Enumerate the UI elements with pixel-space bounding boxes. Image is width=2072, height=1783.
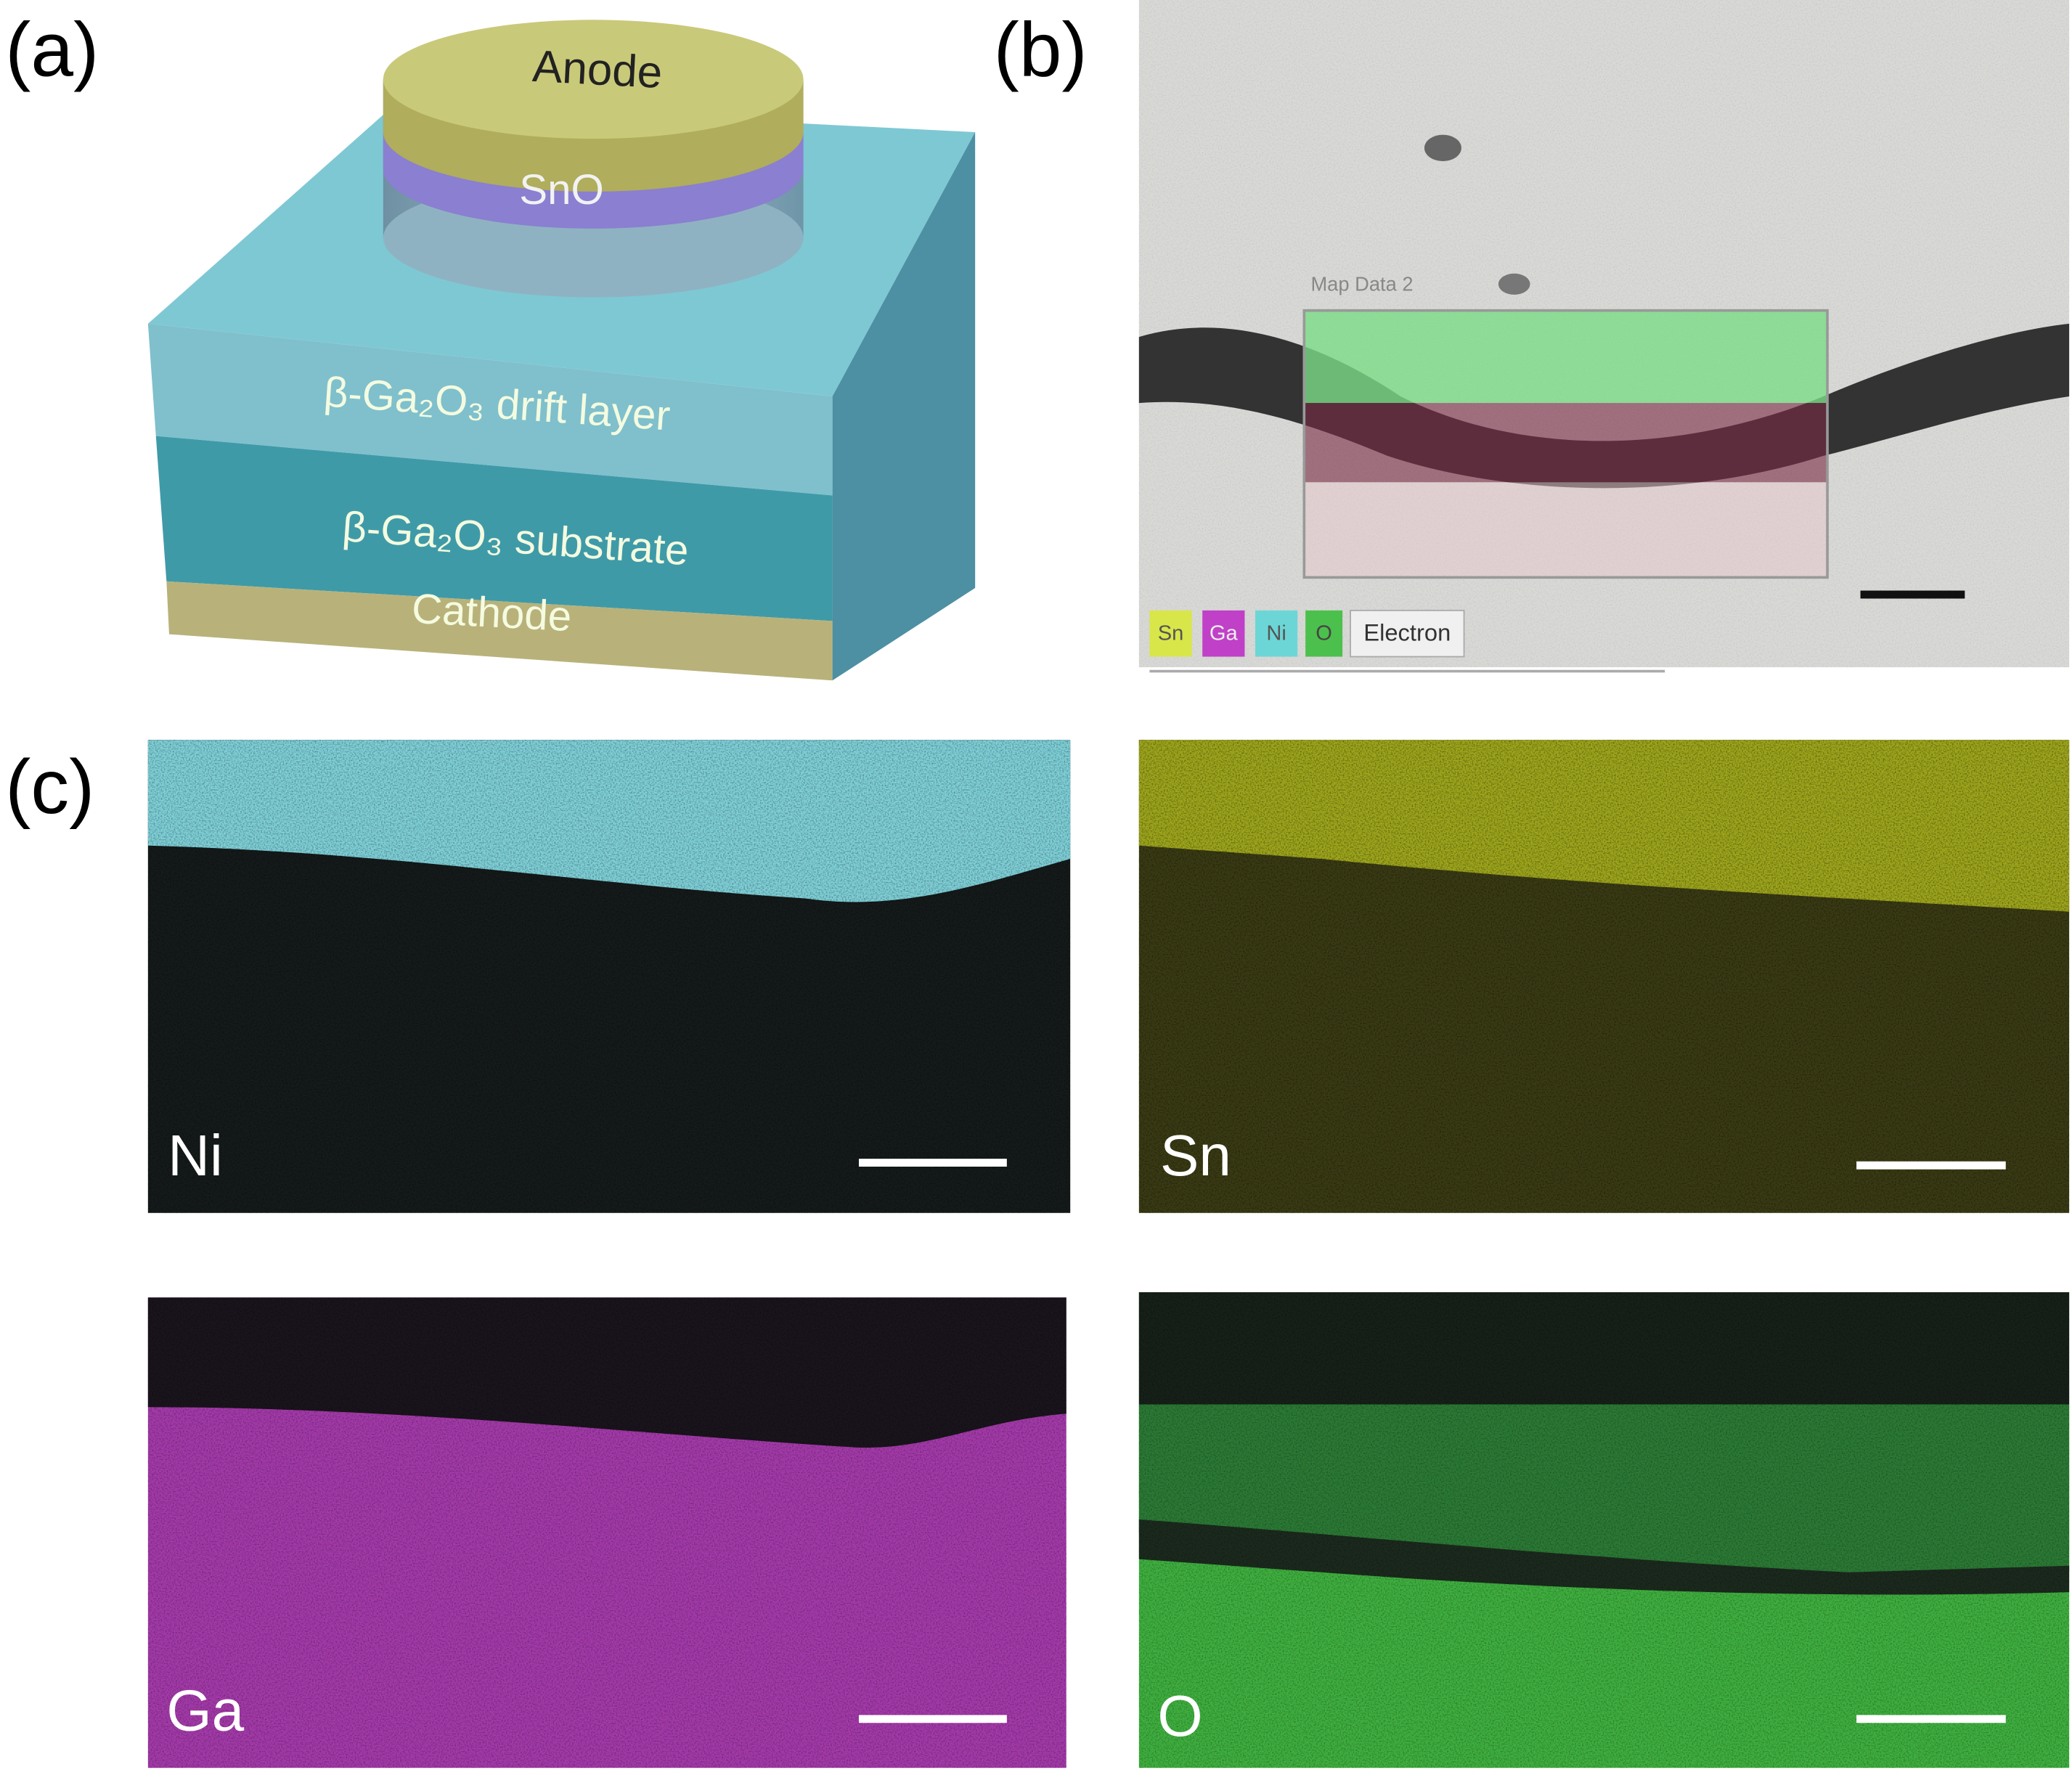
cathode-label: Cathode (411, 585, 573, 640)
map-label: Sn (1160, 1123, 1231, 1188)
legend-entry: Sn (1158, 621, 1184, 645)
map-overlay-ga (1304, 403, 1828, 483)
anode-label: Anode (531, 41, 664, 98)
map-texture (1138, 740, 2070, 1213)
legend-swatch (1202, 610, 1245, 657)
legend-swatch (1255, 610, 1298, 657)
substrate-layer (155, 436, 833, 621)
legend-swatch (1305, 610, 1343, 657)
panel-label: (c) (5, 744, 94, 830)
box-side (832, 132, 976, 681)
map-overlay-lower (1304, 482, 1828, 578)
anode-top (383, 20, 804, 139)
sem-defect (1424, 134, 1461, 162)
map-label: Ni (168, 1123, 223, 1188)
drift-layer (147, 323, 833, 496)
map-overlay-o (1304, 310, 1828, 404)
legend-entry: Ga (1210, 621, 1239, 645)
panel-label: (a) (5, 7, 99, 92)
legend-entry: O (1316, 621, 1332, 645)
map-title: Map Data 2 (1310, 272, 1413, 295)
map-frame (1302, 309, 1829, 579)
map-texture (147, 740, 1071, 1213)
map-texture (1138, 1292, 2070, 1768)
legend-entry: Ni (1266, 621, 1286, 645)
sno-label: SnO (519, 166, 604, 213)
legend-swatch (1350, 609, 1465, 658)
legend-swatch (1149, 610, 1192, 657)
cathode-layer (166, 581, 833, 681)
map-label: Ga (166, 1678, 244, 1743)
legend-entry: Electron (1363, 619, 1451, 645)
figure-content: (a) Anode SnO β-Ga₂O₃ drift layer β-Ga₂O… (5, 0, 2070, 1768)
map-label: O (1157, 1684, 1202, 1748)
map-texture (147, 1297, 1066, 1768)
panel-label: (b) (994, 7, 1088, 92)
sem-defect (1498, 273, 1530, 295)
